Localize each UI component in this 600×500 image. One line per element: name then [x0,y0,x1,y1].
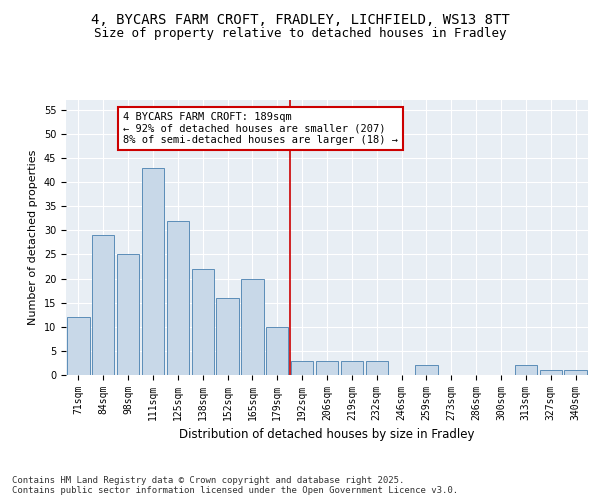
Bar [515,366,537,375]
Bar [565,370,587,375]
Bar [92,235,115,375]
Bar [191,269,214,375]
Text: Size of property relative to detached houses in Fradley: Size of property relative to detached ho… [94,28,506,40]
Text: Contains HM Land Registry data © Crown copyright and database right 2025.
Contai: Contains HM Land Registry data © Crown c… [12,476,458,495]
Bar [167,220,189,375]
Bar [415,366,437,375]
Bar [291,360,313,375]
X-axis label: Distribution of detached houses by size in Fradley: Distribution of detached houses by size … [179,428,475,442]
Text: 4, BYCARS FARM CROFT, FRADLEY, LICHFIELD, WS13 8TT: 4, BYCARS FARM CROFT, FRADLEY, LICHFIELD… [91,12,509,26]
Bar [266,327,289,375]
Bar [241,278,263,375]
Bar [316,360,338,375]
Bar [365,360,388,375]
Bar [67,317,89,375]
Y-axis label: Number of detached properties: Number of detached properties [28,150,38,325]
Bar [142,168,164,375]
Bar [217,298,239,375]
Bar [117,254,139,375]
Text: 4 BYCARS FARM CROFT: 189sqm
← 92% of detached houses are smaller (207)
8% of sem: 4 BYCARS FARM CROFT: 189sqm ← 92% of det… [123,112,398,146]
Bar [539,370,562,375]
Bar [341,360,363,375]
